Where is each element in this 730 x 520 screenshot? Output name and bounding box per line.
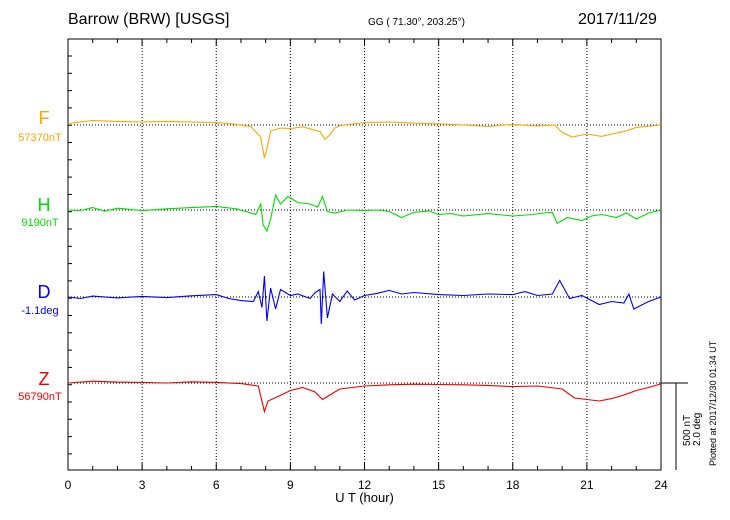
series-baseline-value-d: -1.1deg: [21, 305, 58, 317]
x-tick-label: 15: [432, 478, 446, 492]
x-tick-label: 6: [213, 478, 220, 492]
x-tick-label: 9: [287, 478, 294, 492]
header-coords: GG ( 71.30°, 203.25°): [368, 17, 465, 28]
x-tick-label: 21: [580, 478, 594, 492]
series-name-z: Z: [39, 369, 50, 389]
x-tick-label: 12: [358, 478, 372, 492]
header-date: 2017/11/29: [578, 11, 657, 28]
series-baseline-value-h: 9190nT: [21, 217, 59, 229]
x-axis-label: U T (hour): [335, 490, 394, 505]
series-line-h: [67, 193, 662, 233]
x-tick-label: 0: [65, 478, 72, 492]
header-station: Barrow (BRW) [USGS]: [68, 11, 230, 28]
series-line-d: [67, 271, 662, 325]
scale-bar-label-deg: 2.0 deg: [692, 413, 703, 446]
series-line-z: [67, 380, 662, 414]
series-baseline-value-f: 57370nT: [18, 132, 62, 144]
series-name-h: H: [38, 195, 51, 215]
scale-bar-label-nt: 500 nT: [682, 415, 693, 446]
x-tick-label: 24: [654, 478, 668, 492]
x-tick-label: 18: [506, 478, 520, 492]
series-name-f: F: [39, 108, 50, 128]
series-baseline-value-z: 56790nT: [18, 391, 62, 403]
series-name-d: D: [38, 282, 51, 302]
x-tick-label: 3: [139, 478, 146, 492]
series-line-f: [67, 119, 662, 159]
